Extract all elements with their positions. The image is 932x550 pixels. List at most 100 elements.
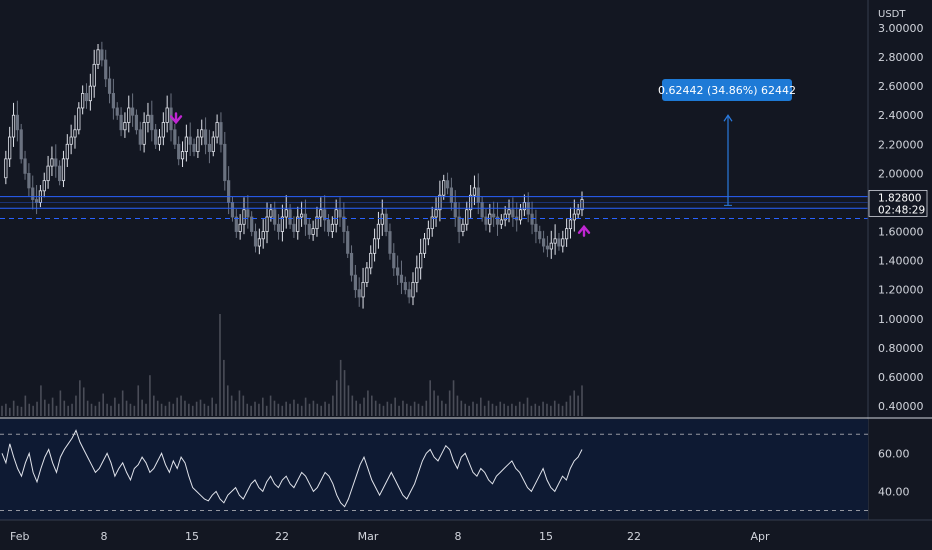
candle-body — [545, 245, 550, 250]
volume-bar — [191, 405, 194, 416]
candle-body — [200, 129, 204, 138]
volume-bar — [561, 405, 564, 416]
candle-body — [495, 216, 500, 225]
volume-bar — [433, 390, 435, 416]
time-label-7: 22 — [627, 530, 641, 543]
price-axis[interactable]: USDT 3.00000 2.80000 2.60000 2.40000 2.20000… — [867, 0, 928, 520]
candle-body — [84, 93, 89, 102]
sell-arrow-icon — [169, 112, 183, 125]
volume-bar — [207, 405, 210, 416]
volume-bar — [417, 403, 420, 416]
candle-body — [326, 219, 331, 232]
price-pane[interactable]: 0.62442 (34.86%) 62442 — [0, 41, 868, 416]
indicator-pane[interactable]: 60.00 40.00 — [0, 417, 932, 520]
volume-bar — [137, 385, 140, 416]
volume-bar — [343, 370, 346, 416]
volume-bar — [359, 403, 361, 416]
candle-body — [426, 228, 430, 240]
price-tick-1: 2.80000 — [878, 51, 924, 64]
candle-body — [219, 122, 223, 145]
volume-bar — [273, 400, 276, 416]
candle-body — [261, 231, 265, 240]
candle-body — [288, 209, 292, 225]
volume-bar — [153, 395, 155, 416]
candle-body — [61, 158, 66, 182]
candle-body — [461, 223, 465, 232]
candle-body — [346, 231, 350, 254]
candle-body — [81, 93, 85, 109]
candle-body — [196, 136, 200, 152]
volume-bar — [133, 405, 136, 416]
time-axis[interactable]: Feb 8 15 22 Mar 8 15 22 Apr — [0, 519, 932, 543]
candle-body — [303, 213, 308, 225]
candle-body — [530, 213, 534, 225]
price-tick-3: 2.40000 — [878, 109, 924, 122]
volume-bar — [86, 400, 89, 416]
candle-body — [65, 143, 69, 160]
price-tick-4: 2.20000 — [878, 138, 924, 151]
volume-bar — [277, 403, 280, 416]
time-label-0: Feb — [10, 530, 29, 543]
price-tick-13: 0.40000 — [878, 400, 924, 413]
measure-label-box — [662, 79, 792, 101]
volume-bar — [308, 403, 311, 416]
candle-body — [15, 114, 19, 131]
bar-countdown: 02:48:29 — [878, 204, 925, 216]
volume-bar — [456, 395, 459, 416]
time-label-6: 15 — [539, 530, 553, 543]
candle-body — [407, 289, 411, 298]
candle-body — [88, 85, 92, 102]
candle-body — [315, 216, 319, 230]
volume-bar — [24, 395, 27, 416]
candle-body — [499, 219, 503, 225]
levels — [0, 196, 868, 219]
candle-body — [349, 252, 354, 276]
volume-bar — [355, 400, 358, 416]
candle-body — [100, 49, 104, 61]
measure-tool[interactable]: 0.62442 (34.86%) 62442 — [658, 79, 796, 206]
last-price-value: 1.82800 — [878, 192, 921, 204]
candle-body — [177, 143, 181, 160]
volume-bar — [141, 399, 143, 416]
volume-bar — [507, 405, 509, 416]
volume-bar — [293, 399, 295, 416]
candle-body — [238, 223, 242, 232]
candle-body — [453, 202, 457, 218]
volume-bar — [199, 399, 202, 416]
volume-bar — [441, 400, 443, 416]
measure-label: 0.62442 (34.86%) 62442 — [658, 84, 796, 97]
volume-bar — [398, 405, 400, 416]
volume-bar — [495, 405, 498, 416]
candle-body — [557, 238, 561, 247]
candle-body — [292, 223, 296, 232]
candle-body — [192, 143, 196, 152]
volume-bar — [94, 405, 97, 416]
candle-body — [188, 136, 192, 145]
candle-body — [96, 49, 100, 65]
volume-bar — [300, 405, 303, 416]
volume-bar — [5, 403, 7, 416]
candle-body — [396, 267, 400, 276]
volume-bar — [476, 403, 478, 416]
candle-body — [127, 107, 131, 123]
candle-body — [142, 122, 146, 145]
candle-body — [69, 136, 73, 145]
volume-bar — [351, 395, 354, 416]
candle-body — [465, 209, 469, 225]
volume-bar — [145, 403, 147, 416]
volume-bar — [511, 403, 513, 416]
time-label-8: Apr — [750, 530, 770, 543]
candle-body — [123, 122, 127, 131]
volume-bar — [203, 403, 206, 416]
volume-bar — [577, 395, 579, 416]
volume-bar — [382, 405, 385, 416]
volume-bar — [390, 403, 393, 416]
candle-body — [561, 238, 565, 247]
volume-bar — [71, 403, 73, 416]
volume-bar — [32, 405, 34, 416]
candle-body — [296, 216, 300, 232]
volume-bar — [238, 390, 241, 416]
price-tick-9: 1.20000 — [878, 284, 924, 297]
time-label-4: Mar — [358, 530, 379, 543]
